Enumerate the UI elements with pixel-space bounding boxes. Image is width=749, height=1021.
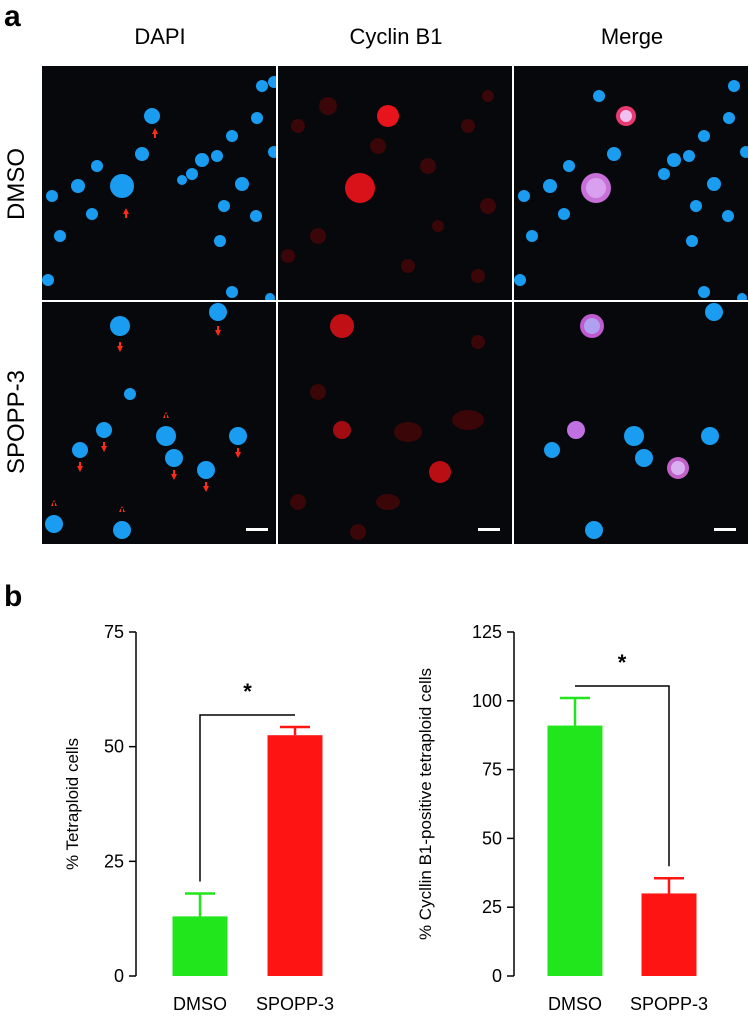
chart2-significance-star: * — [618, 650, 627, 675]
chart2-y-axis-label: % Cycllin B1-positive tetraploid cells — [416, 668, 435, 940]
micrograph-dmso-dapi — [42, 66, 276, 300]
micrograph-dmso-merge — [514, 66, 748, 300]
cyclin-b1-image — [290, 314, 500, 540]
row-label-spopp-3: SPOPP-3 — [3, 369, 30, 475]
chart1-y-tick-label: 0 — [114, 966, 124, 986]
tetraploid-chart-svg: 0 25 50 75 % Tetraploid cells DMSO SPOPP-3 * — [63, 622, 334, 1014]
chart2-y-tick-label: 100 — [472, 691, 502, 711]
chart1-x-tick-label: SPOPP-3 — [256, 994, 334, 1014]
dapi-nuclei-image — [42, 76, 276, 300]
chart1-bar-spopp-3 — [267, 735, 323, 976]
merge-image — [514, 80, 748, 300]
chart1-y-axis-label: % Tetraploid cells — [63, 738, 82, 870]
chart2-x-tick-label: SPOPP-3 — [630, 994, 708, 1014]
chart1-y-tick-label: 25 — [104, 851, 124, 871]
merge-image — [544, 303, 736, 539]
micrograph-dmso-cyclin — [278, 66, 512, 300]
column-header-merge: Merge — [600, 24, 664, 49]
chart2-x-tick-label: DMSO — [548, 994, 602, 1014]
tetraploid-chart: 0 25 50 75 % Tetraploid cells DMSO SPOPP-3 * — [20, 610, 370, 1016]
panel-a-label: a — [4, 0, 21, 33]
cyclin-positive-chart-svg: 0 25 50 75 100 125 % Cycllin B1-positive tetra… — [416, 622, 708, 1014]
row-label-dmso: DMSO — [3, 148, 30, 220]
chart2-y-tick-label: 50 — [482, 828, 502, 848]
chart1-significance-bracket — [199, 714, 295, 882]
micrograph-spopp-merge — [514, 302, 748, 544]
chart2-y-tick-label: 0 — [492, 966, 502, 986]
chart1-y-tick-label: 75 — [104, 622, 124, 642]
column-header-dapi: DAPI — [134, 24, 186, 49]
panel-b-label: b — [4, 580, 23, 613]
chart1-bar-dmso — [172, 916, 228, 976]
column-header-cyclin-b1: Cyclin B1 — [349, 24, 443, 49]
chart2-y-tick-label: 25 — [482, 897, 502, 917]
micrograph-spopp-dapi — [42, 302, 276, 544]
chart1-y-tick-label: 50 — [104, 737, 124, 757]
cyclin-positive-chart: 0 25 50 75 100 125 % Cycllin B1-positive tetra… — [395, 610, 749, 1016]
chart2-significance-bracket — [575, 685, 670, 867]
chart2-y-tick-label: 75 — [482, 760, 502, 780]
cyclin-b1-image — [281, 90, 496, 283]
dapi-nuclei-image — [45, 303, 268, 539]
chart1-x-tick-label: DMSO — [173, 994, 227, 1014]
chart1-significance-star: * — [243, 679, 252, 704]
chart2-bar-dmso — [547, 725, 603, 976]
micrograph-spopp-cyclin — [278, 302, 512, 544]
chart2-y-tick-label: 125 — [472, 622, 502, 642]
chart2-bar-spopp-3 — [641, 893, 697, 976]
